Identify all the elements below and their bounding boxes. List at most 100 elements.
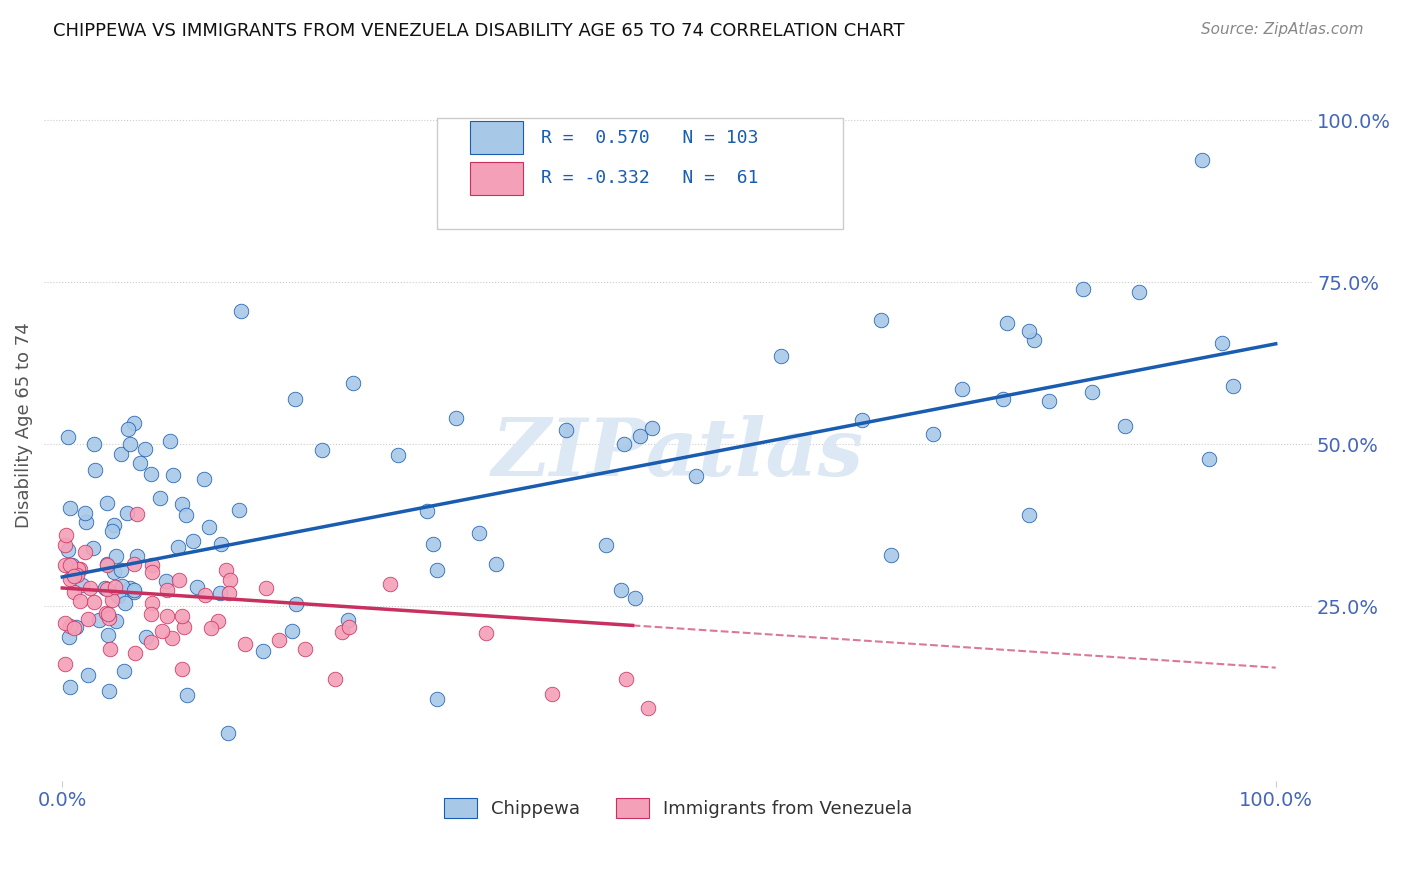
Point [69,562,91,576]
Text: R =  0.570   N = 103: R = 0.570 N = 103 [541,128,759,146]
Point [613,437,636,451]
Point [105,549,128,563]
Y-axis label: Disability Age 65 to 74: Disability Age 65 to 74 [15,322,32,528]
Point [162,632,184,646]
Point [141,596,163,610]
Point [378,576,401,591]
Point [1038,393,1060,408]
Point [267,632,290,647]
Point [84,463,107,477]
Point [83,437,105,451]
Point [468,525,491,540]
Point [96,496,118,510]
Point [228,503,250,517]
Point [614,673,637,687]
Point [87,613,110,627]
Point [122,584,145,599]
Legend: Chippewa, Immigrants from Venezuela: Chippewa, Immigrants from Venezuela [437,791,920,825]
FancyBboxPatch shape [470,161,523,194]
Point [66,567,89,582]
Point [76,668,98,682]
Point [162,467,184,482]
FancyBboxPatch shape [437,119,844,229]
Point [103,517,125,532]
Point [330,624,353,639]
Point [233,637,256,651]
Point [100,524,122,539]
Point [541,687,564,701]
Point [111,579,134,593]
Point [141,566,163,580]
Point [141,467,163,482]
Point [284,392,307,406]
Point [1222,378,1244,392]
Point [103,566,125,580]
Point [53,538,76,552]
Point [167,540,190,554]
Point [117,422,139,436]
Point [995,316,1018,330]
Point [75,515,97,529]
Point [112,664,135,678]
Point [110,563,132,577]
Point [98,642,121,657]
Point [218,573,240,587]
Point [155,574,177,589]
Point [59,572,82,586]
Point [127,549,149,564]
FancyBboxPatch shape [470,121,523,154]
Point [311,442,333,457]
Point [69,594,91,608]
Point [139,634,162,648]
Point [252,643,274,657]
Point [1073,282,1095,296]
Point [150,624,173,639]
Point [198,520,221,534]
Point [444,411,467,425]
Point [281,624,304,639]
Text: CHIPPEWA VS IMMIGRANTS FROM VENEZUELA DISABILITY AGE 65 TO 74 CORRELATION CHART: CHIPPEWA VS IMMIGRANTS FROM VENEZUELA DI… [53,22,905,40]
Point [628,429,651,443]
Point [124,646,146,660]
Point [284,598,307,612]
Point [58,542,80,557]
Point [336,614,359,628]
Point [323,672,346,686]
Point [97,683,120,698]
Point [637,700,659,714]
Point [98,611,121,625]
Point [1022,333,1045,347]
Point [53,558,76,572]
Point [170,608,193,623]
Point [104,580,127,594]
Point [134,442,156,457]
Point [554,423,576,437]
Point [176,688,198,702]
Point [215,563,238,577]
Point [1211,335,1233,350]
Point [217,726,239,740]
Point [294,641,316,656]
Point [107,590,129,604]
Point [1191,153,1213,167]
Point [851,413,873,427]
Point [115,506,138,520]
Point [624,591,647,606]
Point [135,631,157,645]
Point [63,585,86,599]
Point [124,582,146,597]
Point [641,421,664,435]
Point [141,558,163,573]
Point [770,349,793,363]
Point [1018,324,1040,338]
Point [128,457,150,471]
Point [94,607,117,621]
Point [110,447,132,461]
Point [118,581,141,595]
Point [200,621,222,635]
Point [58,631,80,645]
Point [76,612,98,626]
Point [96,558,118,572]
Point [58,430,80,444]
Point [595,538,617,552]
